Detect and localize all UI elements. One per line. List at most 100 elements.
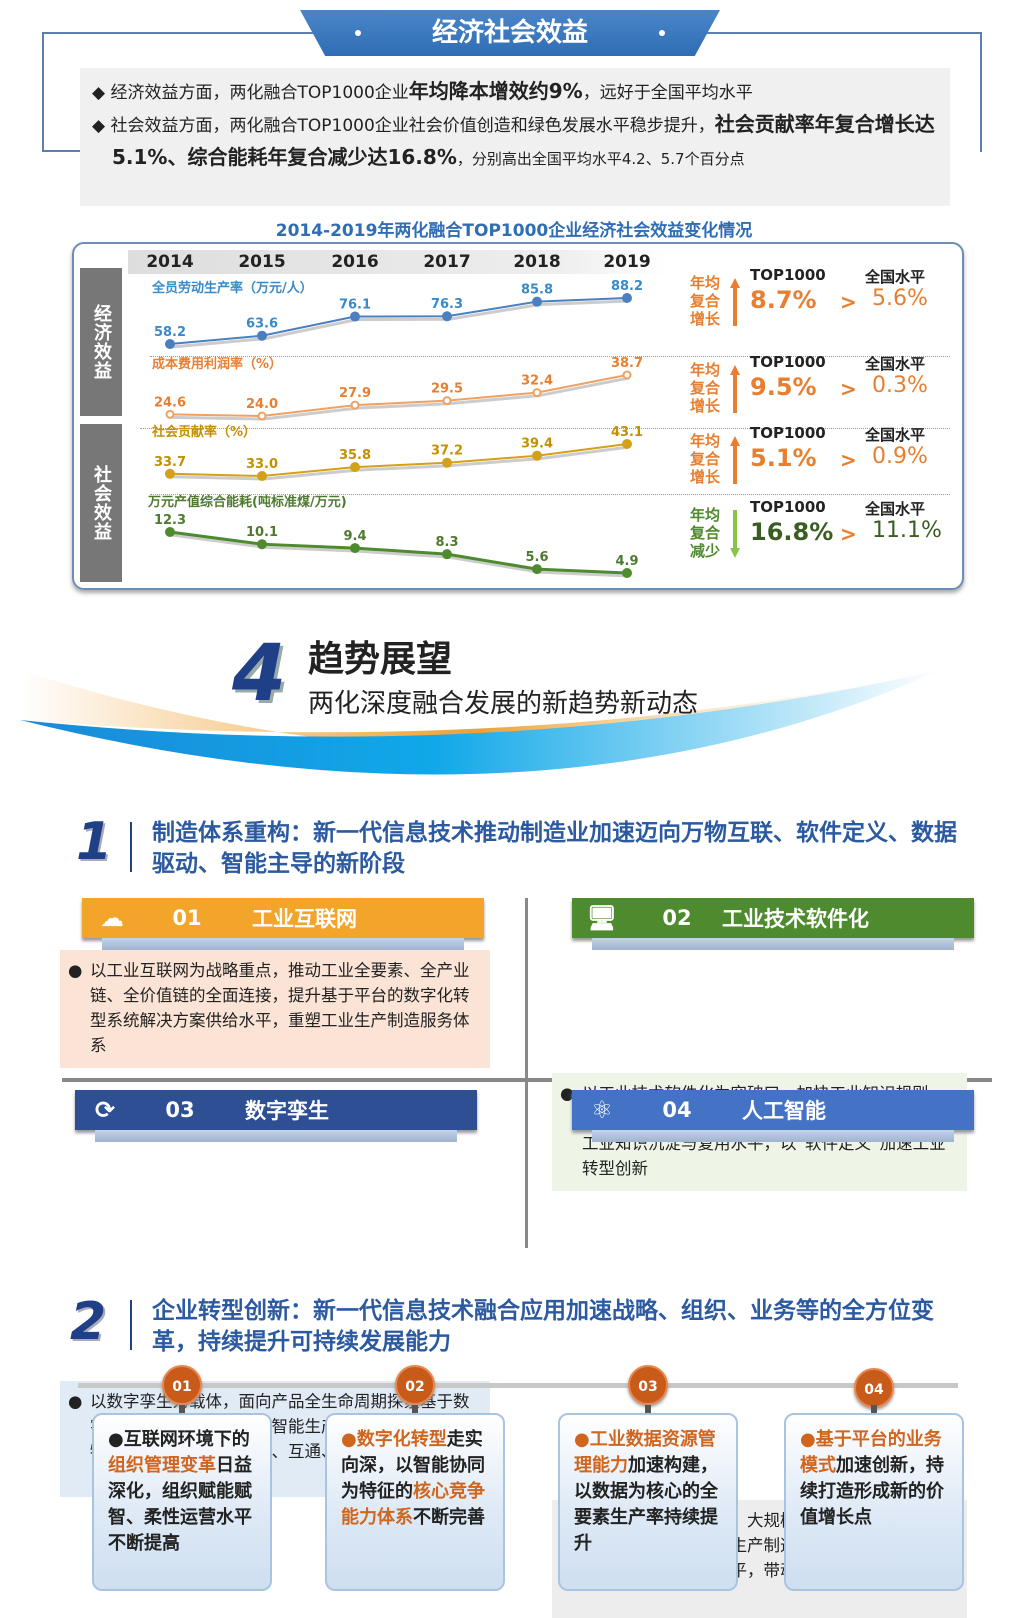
col-header-national: 全国水平: [865, 500, 926, 518]
data-point: [350, 543, 360, 554]
data-point: [165, 468, 175, 479]
year-axis-bar: [128, 250, 668, 274]
data-label: 38.7: [611, 356, 643, 371]
divider: [130, 822, 132, 872]
year-label: 2019: [603, 252, 651, 272]
year-label: 2017: [423, 252, 471, 272]
timeline-bar: [78, 1383, 958, 1388]
text-run: 数字化转型: [356, 1429, 447, 1450]
atom-icon: ⚛: [591, 1096, 613, 1124]
banner-title: 经济社会效益: [431, 18, 588, 48]
divider: [62, 1078, 992, 1082]
series-shadow: [171, 533, 630, 578]
growth-stat: 年均复合增长 TOP1000 全国水平 5.1% > 0.9%: [690, 424, 950, 494]
data-label: 10.1: [246, 525, 278, 540]
data-label: 76.1: [339, 298, 371, 313]
card-header-01: ☁ 01 工业互联网: [82, 898, 484, 938]
greater-than: >: [840, 377, 857, 401]
data-label: 24.0: [246, 397, 278, 412]
data-point: [442, 311, 452, 322]
year-label: 2014: [146, 252, 194, 272]
card-title: 数字孪生: [245, 1099, 329, 1123]
data-label: 33.7: [154, 455, 186, 470]
data-label: 5.6: [525, 550, 548, 565]
col-header-top1000: TOP1000: [750, 424, 826, 442]
series-line: [169, 530, 628, 575]
text-run: 加速构建，以数据为核心的全要素生产率持续提升: [574, 1455, 718, 1554]
card-number: 04: [662, 1098, 692, 1122]
data-point: [165, 527, 175, 537]
subsection-number: 2: [70, 1292, 107, 1352]
series-shadow: [171, 445, 630, 481]
national-value: 11.1%: [872, 518, 942, 543]
greater-than: >: [840, 290, 857, 314]
header-shadow: [592, 938, 954, 950]
card-header-04: ⚛ 04 人工智能: [572, 1090, 974, 1130]
step-box: ●基于平台的业务模式加速创新，持续打造形成新的价值增长点: [784, 1413, 964, 1591]
greater-than: >: [840, 448, 857, 472]
national-value: 0.3%: [872, 373, 928, 398]
arrow-up-icon: [730, 278, 740, 326]
greater-than: >: [840, 522, 857, 546]
text-run: 日益深化，组织赋能赋智、柔性运营水平不断提高: [108, 1455, 252, 1554]
year-label: 2016: [331, 252, 379, 272]
data-point: [622, 568, 632, 578]
swoosh-decoration: [20, 670, 940, 775]
data-label: 35.8: [339, 448, 371, 463]
series-shadow: [171, 299, 630, 349]
clip-icon: [179, 1405, 185, 1415]
data-point: [622, 439, 632, 449]
cloud-gear-icon: ☁: [100, 904, 124, 932]
growth-stat: 年均复合增长 TOP1000 全国水平 8.7% > 5.6%: [690, 266, 950, 336]
data-label: 37.2: [431, 444, 463, 459]
year-label: 2018: [513, 252, 561, 272]
series-name: 社会贡献率（%）: [151, 424, 256, 440]
header-shadow: [102, 938, 464, 950]
section-banner: 经济社会效益: [300, 10, 720, 56]
subsection-heading: 企业转型创新：新一代信息技术融合应用加速战略、组织、业务等的全方位变革，持续提升…: [152, 1298, 934, 1355]
divider: [150, 494, 950, 495]
data-point: [165, 409, 175, 419]
data-point: [532, 564, 542, 575]
card-title: 人工智能: [742, 1099, 826, 1123]
growth-stat: 年均复合减少 TOP1000 全国水平 16.8% > 11.1%: [690, 498, 950, 568]
data-point: [165, 339, 175, 349]
step-badge: 02: [395, 1365, 435, 1405]
growth-stat: 年均复合增长 TOP1000 全国水平 9.5% > 0.3%: [690, 353, 950, 423]
data-point: [257, 330, 267, 341]
clip-icon: [871, 1405, 877, 1415]
top1000-value: 16.8%: [750, 518, 834, 546]
data-point: [532, 296, 542, 307]
card-number: 01: [172, 906, 202, 930]
col-header-national: 全国水平: [865, 268, 926, 286]
series-line: [169, 374, 628, 418]
header-shadow: [95, 1130, 457, 1142]
card-header-03: ⟳ 03 数字孪生: [75, 1090, 477, 1130]
section-subtitle: 两化深度融合发展的新趋势新动态: [308, 689, 699, 719]
clip-icon: [645, 1405, 651, 1415]
data-point: [532, 450, 542, 461]
data-point: [257, 539, 267, 550]
top1000-value: 5.1%: [750, 444, 817, 472]
section-title: 趋势展望: [308, 639, 453, 680]
text-run: 工业数据资源管理能力: [574, 1429, 716, 1476]
divider: [130, 1300, 132, 1350]
data-label: 8.3: [435, 535, 458, 550]
series-name: 全员劳动生产率（万元/人）: [151, 280, 313, 296]
step-box: ●数字化转型走实向深，以智能协同为特征的核心竞争能力体系不断完善: [325, 1413, 505, 1591]
card-title: 工业技术软件化: [722, 907, 869, 931]
data-point: [532, 388, 542, 398]
step-badge: 03: [628, 1365, 668, 1405]
summary-line-2: ◆ 社会效益方面，两化融合TOP1000企业社会价值创造和绿色发展水平稳步提升，…: [92, 112, 935, 169]
step-badge: 01: [162, 1365, 202, 1405]
data-label: 27.9: [339, 386, 371, 401]
group-label-economic: 经济效益: [80, 268, 122, 416]
col-header-top1000: TOP1000: [750, 266, 826, 284]
data-point: [257, 411, 267, 421]
data-point: [622, 370, 632, 380]
data-point: [350, 311, 360, 322]
top1000-value: 9.5%: [750, 373, 817, 401]
stat-label: 年均复合增长: [690, 432, 721, 486]
card-number: 02: [662, 906, 692, 930]
series-line: [169, 443, 628, 478]
